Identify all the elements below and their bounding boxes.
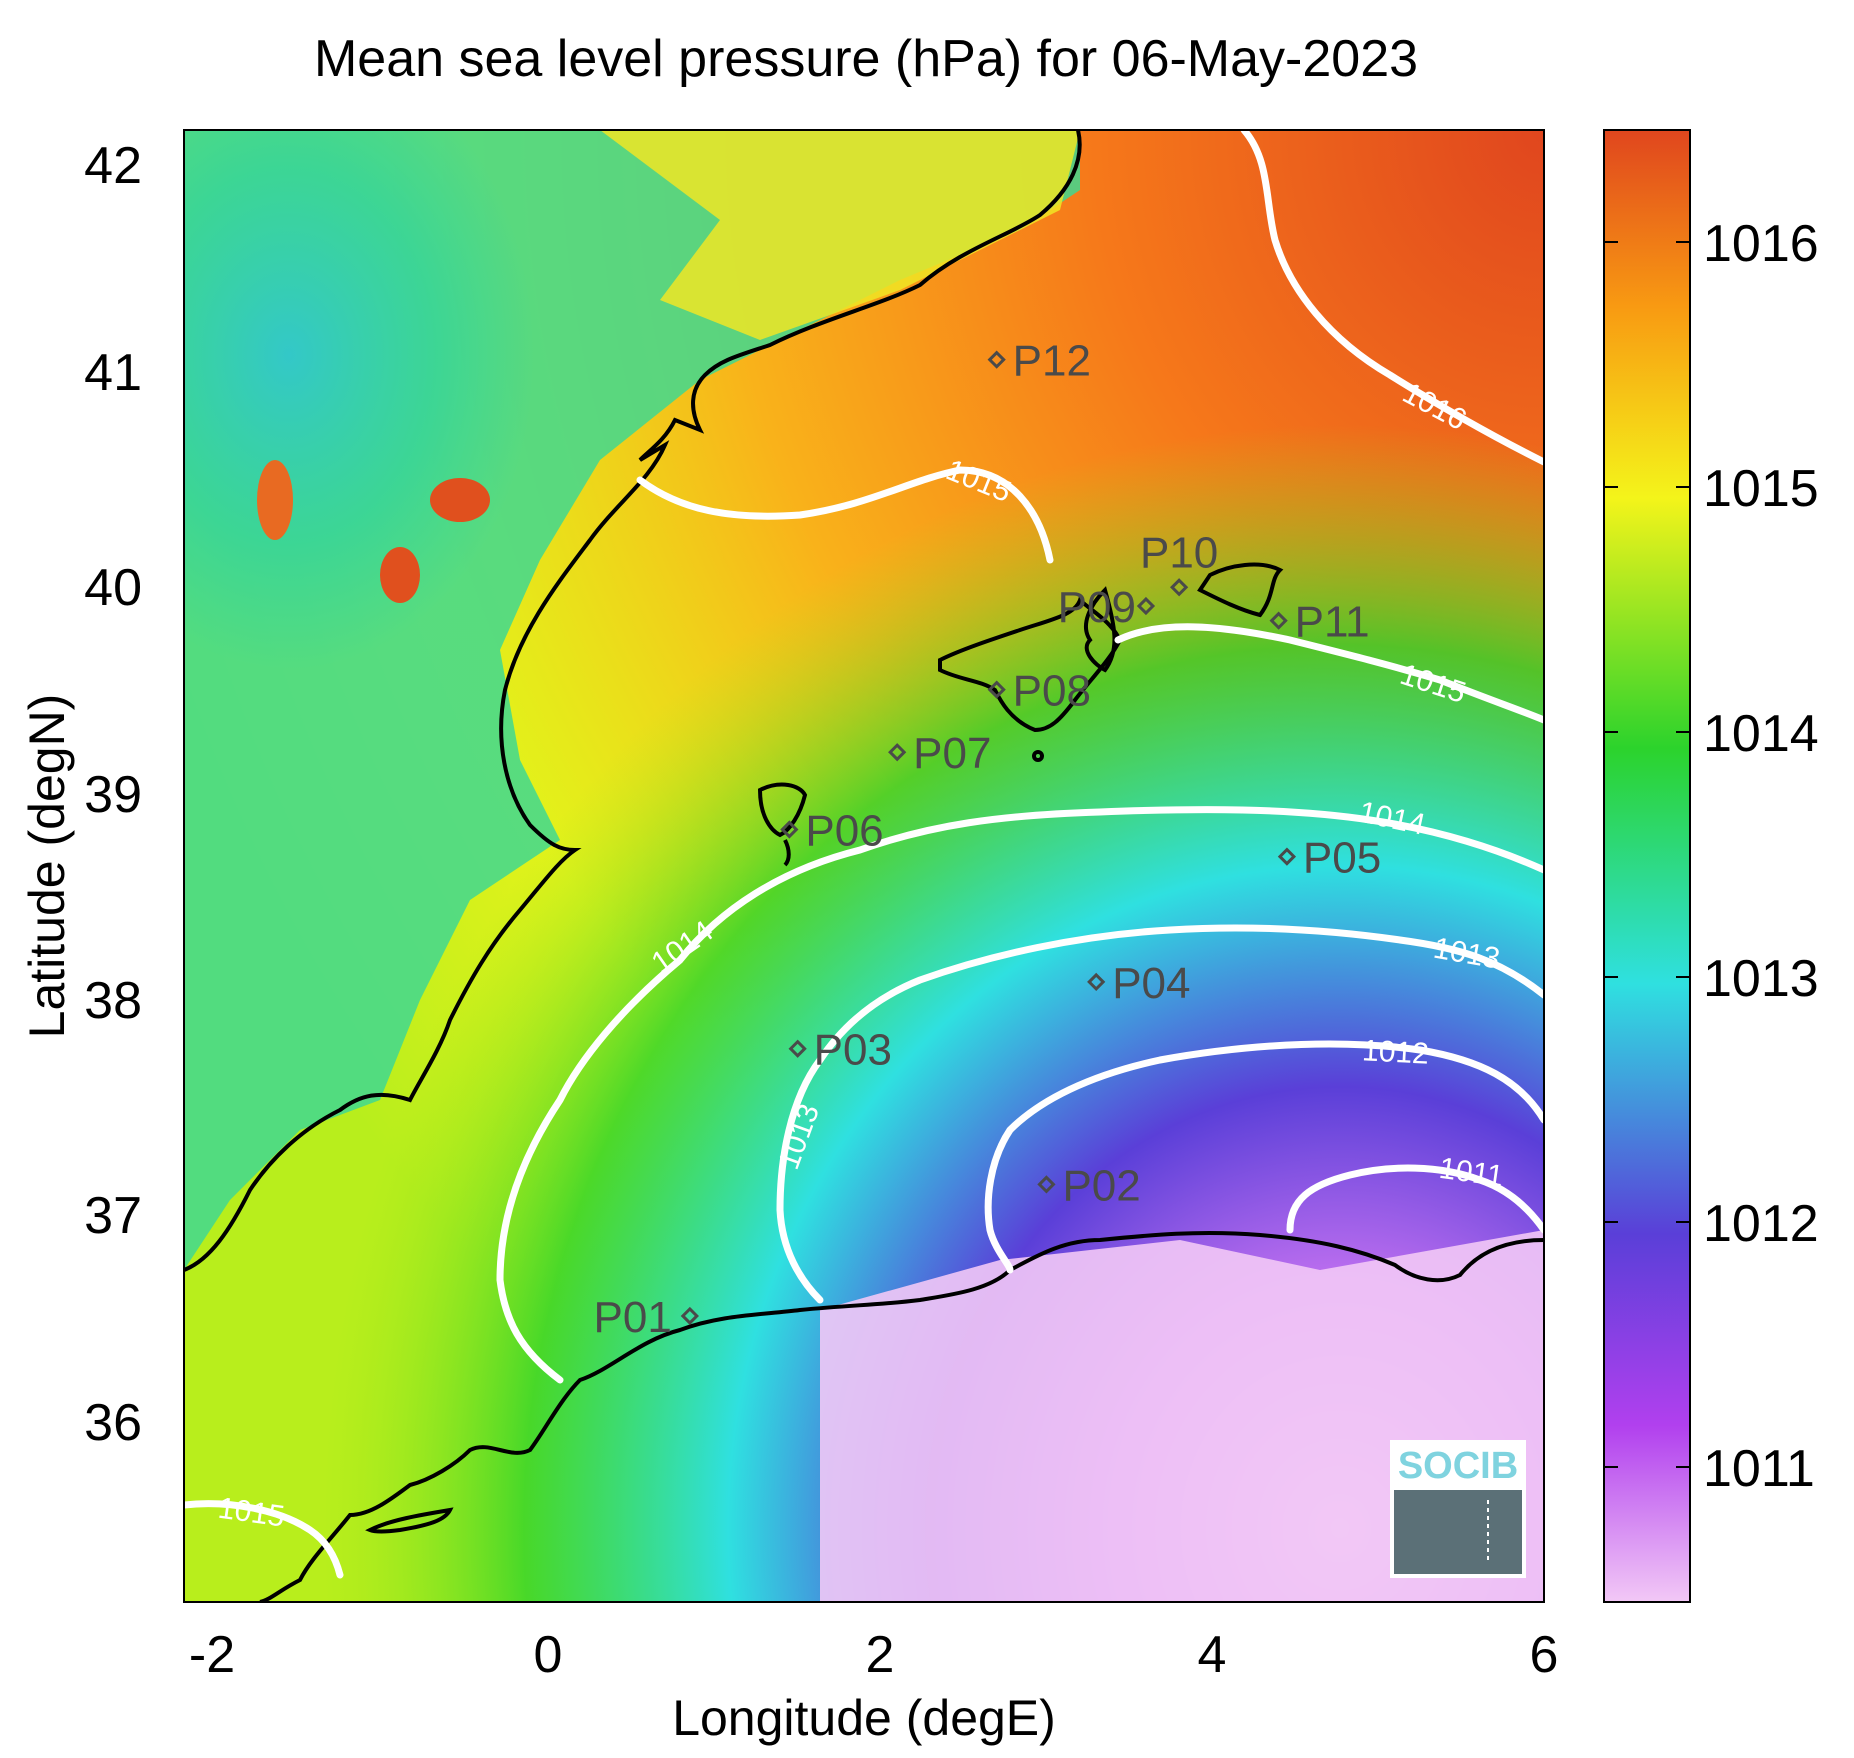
plot-frame (183, 129, 1545, 1603)
colorbar-tick-label: 1011 (1703, 1440, 1815, 1498)
isobar-1013 (776, 924, 1544, 1304)
colorbar-tick-label: 1015 (1703, 460, 1819, 518)
x-tick-label: 4 (1198, 1626, 1227, 1684)
menorca-coastline (1197, 562, 1284, 618)
y-axis: 36 37 38 39 40 41 42 Latitude (degN) (19, 137, 142, 1452)
x-axis: -2 0 2 4 6 Longitude (degE) (189, 1626, 1559, 1746)
station-marker (1169, 578, 1189, 597)
ibiza-coastline (757, 782, 808, 867)
station-label: P04 (1112, 959, 1190, 1008)
station-marker (888, 743, 907, 762)
colorbar-gradient (1603, 129, 1691, 1603)
isobar-1012 (984, 1040, 1544, 1274)
isobar-1011 (1286, 1164, 1544, 1234)
station-label: P02 (1062, 1161, 1140, 1210)
station-label: P08 (1013, 667, 1091, 716)
x-axis-label: Longitude (degE) (672, 1690, 1056, 1746)
x-tick-label: 2 (866, 1626, 895, 1684)
isobar-1015-north (636, 466, 1054, 564)
y-axis-label: Latitude (degN) (19, 694, 75, 1039)
station-label: P06 (805, 806, 883, 855)
isobar-1015-south (184, 1500, 344, 1579)
logo-text: SOCIB (1398, 1445, 1518, 1487)
african-coastline (259, 1230, 1544, 1602)
station-marker (987, 350, 1006, 369)
isobar-group (184, 130, 1544, 1579)
x-tick-label: 0 (534, 1626, 563, 1684)
chart-title: Mean sea level pressure (hPa) for 06-May… (314, 30, 1418, 88)
station-label: P05 (1303, 834, 1381, 883)
station-marker (1087, 972, 1106, 992)
y-tick-label: 41 (84, 344, 142, 402)
isobar-1015-balearic (1114, 623, 1544, 724)
colorbar-tick-label: 1012 (1703, 1195, 1819, 1253)
station-marker (788, 1039, 807, 1058)
x-tick-label: 6 (1530, 1626, 1559, 1684)
north-africa-land-field (820, 1230, 1544, 1602)
socib-logo: SOCIB (1390, 1440, 1526, 1578)
colorbar-tick-label: 1014 (1703, 705, 1819, 763)
contour-label: 1012 (1361, 1034, 1429, 1070)
y-tick-label: 42 (84, 137, 142, 195)
highland-hotspot-2 (257, 460, 293, 540)
iberian-coastline (184, 130, 1082, 1272)
map-plot-area: 1016 1015 1015 1014 1014 1013 1013 1012 … (184, 130, 1544, 1602)
station-label: P11 (1295, 598, 1370, 647)
station-marker (987, 680, 1006, 699)
y-tick-label: 37 (84, 1187, 142, 1245)
alboran-island-coastline (365, 1507, 454, 1534)
station-marker (1277, 847, 1297, 866)
station-marker (680, 1306, 699, 1326)
station-label: P01 (594, 1293, 672, 1342)
isobar-1016 (1240, 130, 1544, 466)
y-tick-label: 40 (84, 559, 142, 617)
station-label: P07 (913, 729, 991, 778)
cabrera-islet (1032, 750, 1044, 762)
station-marker (1269, 611, 1288, 630)
y-tick-label: 36 (84, 1394, 142, 1452)
y-tick-label: 38 (84, 972, 142, 1030)
colorbar: 1011 1012 1013 1014 1015 1016 (1603, 129, 1819, 1603)
highland-hotspot-3 (380, 547, 420, 603)
station-marker (1136, 596, 1156, 616)
station-label: P03 (814, 1026, 892, 1075)
station-label: P10 (1140, 528, 1218, 577)
colorbar-tick-label: 1013 (1703, 950, 1819, 1008)
coastal-range-field (600, 130, 1080, 340)
colorbar-tick-label: 1016 (1703, 215, 1819, 273)
isobar-1014 (496, 806, 1544, 1384)
x-tick-label: -2 (189, 1626, 235, 1684)
mallorca-coastline (938, 586, 1123, 733)
station-label: P12 (1013, 337, 1091, 386)
highland-hotspot (430, 478, 490, 522)
y-tick-label: 39 (84, 766, 142, 824)
logo-sea (1394, 1490, 1522, 1574)
station-label: P09 (1058, 583, 1136, 632)
station-marker (1037, 1175, 1056, 1194)
station-marker (780, 820, 799, 839)
coastline-group (184, 130, 1544, 1602)
colorbar-ticks: 1011 1012 1013 1014 1015 1016 (1604, 215, 1819, 1498)
